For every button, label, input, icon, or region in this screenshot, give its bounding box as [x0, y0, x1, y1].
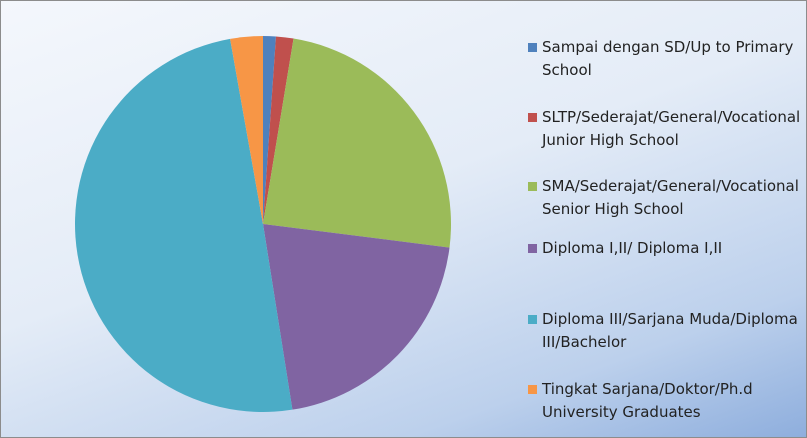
legend-swatch [528, 315, 537, 324]
legend-label: Diploma III/Sarjana Muda/Diploma III/Bac… [542, 310, 798, 351]
legend-swatch [528, 182, 537, 191]
legend-swatch [528, 244, 537, 253]
legend-label: SLTP/Sederajat/General/Vocational Junior… [542, 108, 801, 149]
legend-label: Sampai dengan SD/Up to Primary School [542, 38, 794, 79]
legend-swatch [528, 43, 537, 52]
legend-label: SMA/Sederajat/General/Vocational Senior … [542, 177, 799, 218]
legend-swatch [528, 113, 537, 122]
legend-swatch [528, 385, 537, 394]
pie-slice [75, 38, 293, 412]
legend-item: Tingkat Sarjana/Doktor/Ph.d University G… [525, 378, 807, 424]
legend-item: Diploma I,II/ Diploma I,II [525, 237, 807, 260]
pie-slice [263, 224, 450, 410]
legend-item: Sampai dengan SD/Up to Primary School [525, 36, 807, 82]
legend-label: Diploma I,II/ Diploma I,II [542, 239, 723, 257]
legend-item: SMA/Sederajat/General/Vocational Senior … [525, 175, 807, 221]
pie-slice [263, 36, 276, 224]
legend-item: SLTP/Sederajat/General/Vocational Junior… [525, 106, 807, 152]
legend-label: Tingkat Sarjana/Doktor/Ph.d University G… [542, 380, 753, 421]
pie-slice [263, 38, 452, 248]
pie-slice [263, 36, 294, 224]
legend-item: Diploma III/Sarjana Muda/Diploma III/Bac… [525, 308, 807, 354]
pie-slice [230, 36, 263, 224]
pie-area [75, 36, 452, 412]
